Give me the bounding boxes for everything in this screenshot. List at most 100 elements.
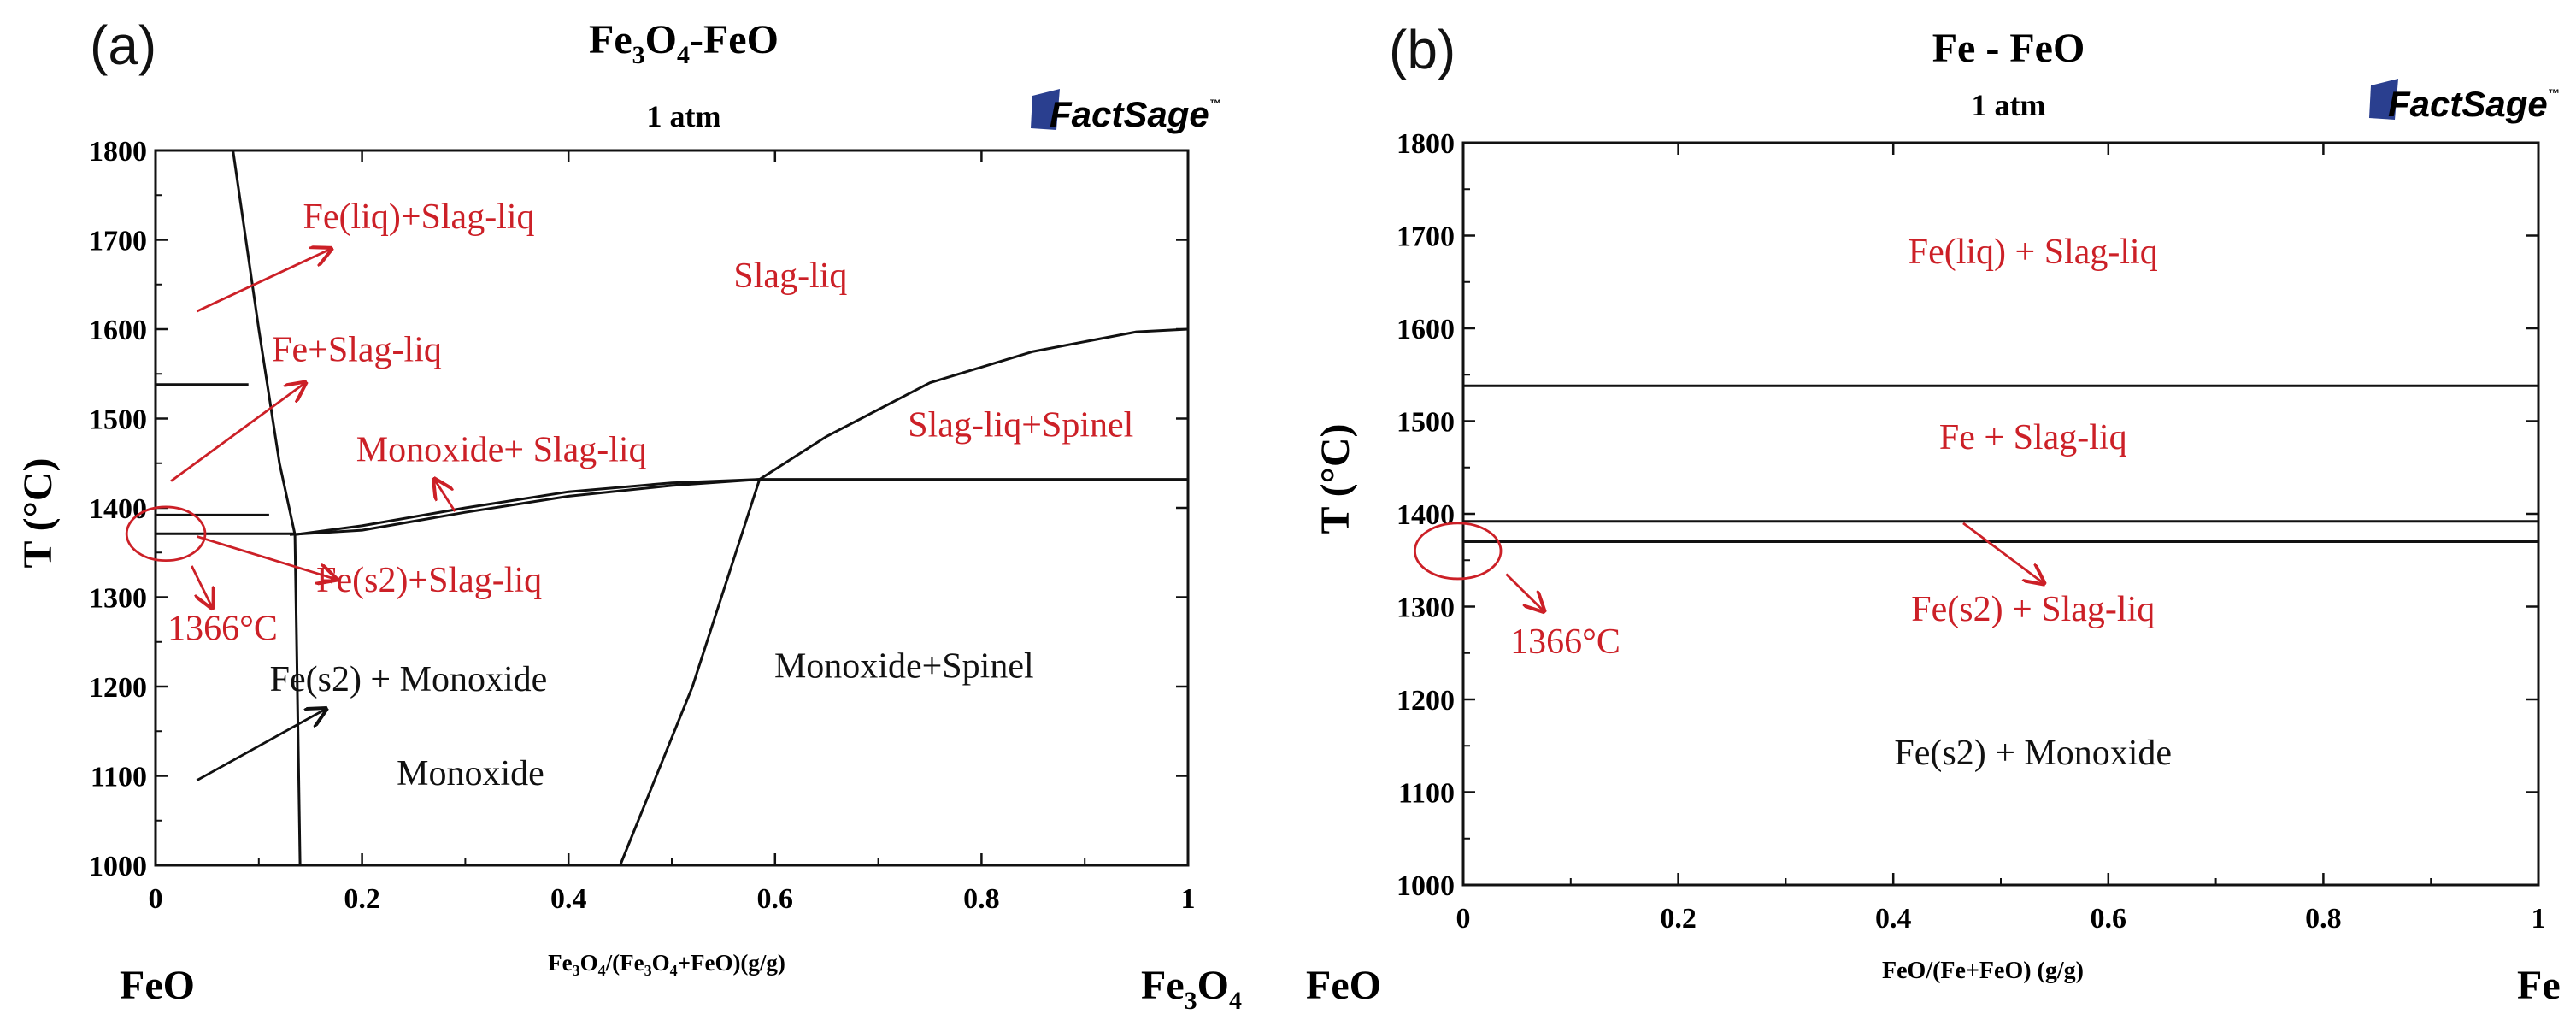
x-tick-label: 0.2: [344, 883, 380, 915]
eutectic-highlight-ellipse: [1413, 522, 1503, 581]
right-end-part: Fe: [1141, 963, 1185, 1008]
xlabel-sub: 3: [573, 962, 580, 979]
panel-b: (b) Fe - FeO 1 atm FactSage™ T (°C) 0 0.2…: [1306, 19, 2561, 1008]
x-tick-label: 1: [2532, 903, 2546, 935]
boundary-fe-monoxide-boundary: [293, 534, 302, 866]
y-tick-label: 1800: [89, 136, 147, 168]
panel-b-right-end-label: Fe: [2517, 963, 2561, 1008]
xlabel-sub: 3: [644, 962, 652, 979]
factsage-logo-word: FactSage: [1050, 94, 1209, 134]
annotation-arrow: [196, 249, 331, 313]
factsage-logo-text: FactSage™: [2388, 84, 2560, 124]
panel-a-x-axis-label: Fe3O4/(Fe3O4+FeO)(g/g): [548, 950, 785, 979]
x-tick-label: 0.6: [2091, 903, 2127, 935]
annotation-arrow: [196, 535, 336, 579]
factsage-logo-mark: [1031, 89, 1060, 130]
annotation-arrow: [191, 565, 212, 608]
panel-b-x-ticks: [1461, 143, 2540, 885]
region-label: Monoxide: [397, 754, 544, 793]
panel-b-phase-boundaries: [1463, 384, 2538, 543]
y-tick-label: 1000: [1397, 870, 1455, 902]
panel-b-label: (b): [1389, 19, 1456, 80]
factsage-logo-word: FactSage: [2388, 84, 2548, 124]
y-tick-label: 1500: [1397, 407, 1455, 439]
panel-a-left-end-label: FeO: [120, 963, 195, 1008]
panel-b-arrows: [1413, 522, 2044, 611]
panel-a-x-tick-labels: 0 0.2 0.4 0.6 0.8 1: [149, 883, 1196, 915]
panel-b-x-axis-label: FeO/(Fe+FeO) (g/g): [1882, 958, 2084, 984]
panel-a-title-sub: 3: [632, 41, 645, 69]
x-tick-label: 0.2: [1660, 903, 1697, 935]
eutectic-highlight-ellipse: [125, 505, 207, 563]
region-label: 1366°C: [168, 610, 278, 649]
right-end-part: O: [1197, 963, 1229, 1008]
annotation-arrow: [1505, 573, 1544, 611]
panel-a-arrows: [125, 249, 456, 781]
x-tick-label: 0: [1456, 903, 1471, 935]
panel-a-region-labels: Fe(liq)+Slag-liq Slag-liq Fe+Slag-liq Slag-…: [168, 198, 1133, 793]
panel-b-subtitle: 1 atm: [1972, 88, 2046, 122]
y-tick-label: 1400: [1397, 499, 1455, 531]
panel-b-x-tick-labels: 0 0.2 0.4 0.6 0.8 1: [1456, 903, 2546, 935]
factsage-logo-tm: ™: [1209, 97, 1221, 110]
factsage-logo-text: FactSage™: [1050, 94, 1221, 134]
panel-a-label: (a): [90, 15, 156, 76]
y-tick-label: 1200: [1397, 685, 1455, 716]
y-tick-label: 1300: [89, 583, 147, 615]
panel-b-title: Fe - FeO: [1932, 26, 2085, 71]
region-label: 1366°C: [1510, 622, 1620, 662]
right-end-sub: 3: [1185, 987, 1197, 1015]
panel-a-title-part: O: [645, 17, 677, 62]
boundary-spinel-liquidus: [758, 327, 1189, 481]
region-label: Fe(liq)+Slag-liq: [303, 198, 535, 237]
x-tick-label: 0.8: [2305, 903, 2342, 935]
panel-a-phase-boundaries: [156, 150, 1189, 866]
panel-a-title-sub: 4: [677, 41, 690, 69]
xlabel-sub: 4: [670, 962, 678, 979]
region-label: Fe(s2) + Monoxide: [270, 660, 548, 699]
y-tick-label: 1000: [89, 851, 147, 882]
annotation-arrow: [196, 709, 326, 781]
region-label: Slag-liq: [733, 256, 847, 296]
boundary-monoxide-liquidus: [289, 478, 760, 536]
boundary-monoxide-solidus: [294, 478, 760, 536]
region-label: Fe(s2) + Monoxide: [1894, 734, 2172, 773]
boundary-fe-liquidus: [232, 150, 297, 535]
panel-b-y-tick-labels: 1000 1100 1200 1300 1400 1500 1600 1700 1800: [1397, 128, 1455, 902]
panel-a-x-ticks: [154, 150, 1190, 865]
y-tick-label: 1600: [1397, 314, 1455, 345]
factsage-logo-mark: [2369, 79, 2398, 120]
panel-a-right-end-label: Fe3O4: [1141, 963, 1242, 1015]
panel-a-title-part: Fe: [589, 17, 632, 62]
x-tick-label: 1: [1181, 883, 1196, 915]
region-label: Fe(s2) + Slag-liq: [1911, 590, 2155, 629]
right-end-sub: 4: [1229, 987, 1242, 1015]
x-tick-label: 0.4: [1875, 903, 1912, 935]
y-tick-label: 1700: [1397, 221, 1455, 253]
panel-b-region-labels: Fe(liq) + Slag-liq Fe + Slag-liq Fe(s2) + …: [1510, 233, 2172, 773]
panel-b-y-axis-label: T (°C): [1313, 424, 1358, 534]
panel-a-title: Fe3O4-FeO: [589, 17, 779, 69]
x-tick-label: 0.6: [757, 883, 794, 915]
x-tick-label: 0.8: [963, 883, 1000, 915]
y-tick-label: 1700: [89, 226, 147, 257]
panel-a-title-part: -FeO: [690, 17, 779, 62]
xlabel-part: O: [580, 950, 598, 976]
region-label: Slag-liq+Spinel: [908, 405, 1133, 445]
xlabel-sub: 4: [598, 962, 606, 979]
factsage-logo-a: FactSage™: [1031, 89, 1221, 134]
annotation-arrow: [434, 480, 456, 512]
panel-a-y-tick-labels: 1000 1100 1200 1300 1400 1500 1600 1700 1800: [89, 136, 147, 882]
panel-b-left-end-label: FeO: [1306, 963, 1381, 1008]
y-tick-label: 1100: [1398, 778, 1455, 810]
y-tick-label: 1800: [1397, 128, 1455, 160]
panel-a-subtitle: 1 atm: [647, 99, 721, 133]
xlabel-part: Fe: [548, 950, 572, 976]
annotation-arrow: [1962, 522, 2044, 584]
region-label: Fe(s2)+Slag-liq: [316, 561, 542, 600]
region-label: Monoxide+Spinel: [774, 647, 1034, 687]
region-label: Fe+Slag-liq: [272, 331, 442, 370]
y-tick-label: 1400: [89, 493, 147, 525]
y-tick-label: 1100: [91, 762, 147, 793]
